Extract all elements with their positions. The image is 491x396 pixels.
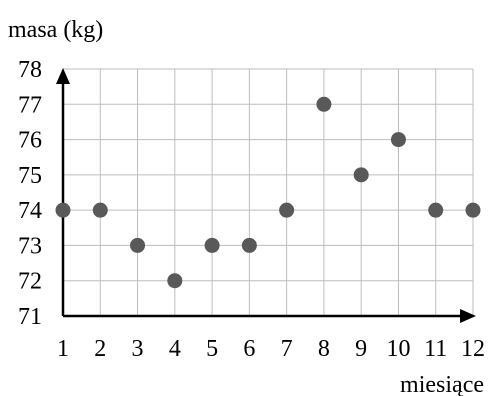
x-tick-labels: 1 2 3 4 5 6 7 8 9 10 11 12 [57, 336, 485, 362]
data-point [353, 167, 369, 183]
chart-grid [62, 68, 474, 317]
x-axis-arrow [460, 309, 476, 323]
data-point [167, 273, 183, 289]
data-point [92, 202, 108, 218]
data-point [55, 202, 71, 218]
data-point [465, 202, 481, 218]
x-tick-label: 10 [386, 336, 410, 362]
x-tick-label: 4 [169, 336, 181, 362]
y-tick-label: 77 [18, 92, 42, 118]
x-tick-label: 12 [461, 336, 485, 362]
data-points [55, 96, 481, 289]
x-tick-label: 1 [57, 336, 69, 362]
y-tick-label: 78 [18, 57, 42, 83]
data-point [428, 202, 444, 218]
x-tick-label: 11 [424, 336, 447, 362]
x-tick-label: 9 [355, 336, 367, 362]
data-point [390, 132, 406, 148]
x-tick-label: 2 [94, 336, 106, 362]
y-tick-label: 71 [18, 304, 42, 330]
x-tick-label: 5 [206, 336, 218, 362]
data-point [241, 237, 257, 253]
data-point [279, 202, 295, 218]
x-tick-label: 6 [243, 336, 255, 362]
data-point [316, 96, 332, 112]
data-point [204, 237, 220, 253]
y-tick-label: 75 [18, 163, 42, 189]
x-axis-title: miesiące [400, 372, 484, 396]
y-tick-label: 73 [18, 233, 42, 259]
y-tick-label: 76 [18, 128, 42, 154]
chart-axes [56, 68, 476, 323]
y-tick-label: 72 [18, 269, 42, 295]
data-point [130, 237, 146, 253]
x-tick-label: 7 [281, 336, 293, 362]
y-axis-arrow [56, 68, 70, 84]
y-axis-title: masa (kg) [8, 17, 103, 43]
x-tick-label: 8 [318, 336, 330, 362]
y-tick-labels: 71 72 73 74 75 76 77 78 [18, 57, 42, 330]
x-tick-label: 3 [132, 336, 144, 362]
y-tick-label: 74 [18, 198, 42, 224]
